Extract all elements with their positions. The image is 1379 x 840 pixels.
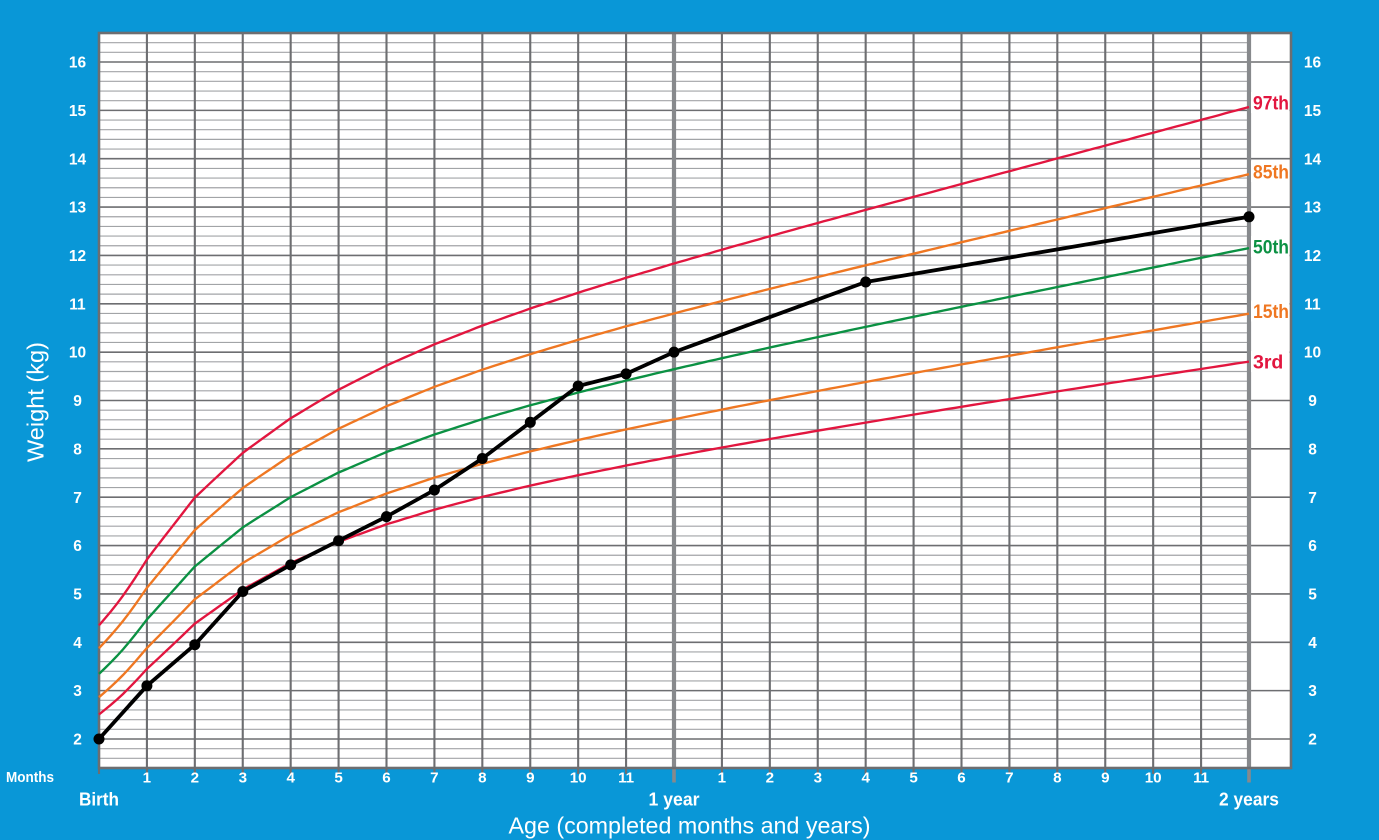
svg-text:9: 9 bbox=[1101, 770, 1109, 787]
svg-text:4: 4 bbox=[286, 770, 295, 787]
svg-text:8: 8 bbox=[478, 770, 486, 787]
svg-text:3: 3 bbox=[73, 683, 82, 700]
svg-text:6: 6 bbox=[73, 538, 82, 555]
svg-text:7: 7 bbox=[430, 770, 438, 787]
svg-text:Age (completed months and year: Age (completed months and years) bbox=[509, 813, 871, 839]
svg-text:8: 8 bbox=[1053, 770, 1061, 787]
svg-text:7: 7 bbox=[1308, 490, 1317, 507]
svg-text:Months: Months bbox=[6, 769, 54, 786]
svg-text:9: 9 bbox=[1308, 393, 1317, 410]
svg-text:1: 1 bbox=[143, 770, 152, 787]
svg-text:4: 4 bbox=[73, 635, 82, 652]
svg-text:10: 10 bbox=[69, 345, 86, 362]
svg-text:15: 15 bbox=[1304, 103, 1322, 120]
svg-text:5: 5 bbox=[73, 587, 82, 604]
svg-text:1: 1 bbox=[718, 770, 727, 787]
svg-text:11: 11 bbox=[618, 770, 635, 787]
svg-text:Birth: Birth bbox=[79, 789, 119, 810]
svg-text:15: 15 bbox=[69, 103, 87, 120]
svg-text:13: 13 bbox=[69, 200, 87, 217]
svg-text:10: 10 bbox=[1304, 345, 1321, 362]
svg-text:3: 3 bbox=[1308, 683, 1317, 700]
svg-text:2: 2 bbox=[73, 732, 82, 749]
svg-text:3rd: 3rd bbox=[1253, 352, 1283, 374]
svg-text:2: 2 bbox=[766, 770, 774, 787]
svg-text:85th: 85th bbox=[1253, 162, 1289, 184]
svg-text:6: 6 bbox=[1308, 538, 1317, 555]
svg-text:50th: 50th bbox=[1253, 237, 1289, 259]
svg-text:Weight (kg): Weight (kg) bbox=[23, 342, 49, 462]
svg-text:14: 14 bbox=[1304, 151, 1322, 168]
svg-text:5: 5 bbox=[334, 770, 343, 787]
svg-text:97th: 97th bbox=[1253, 93, 1289, 115]
svg-text:13: 13 bbox=[1304, 200, 1322, 217]
svg-text:10: 10 bbox=[1145, 770, 1162, 787]
svg-text:10: 10 bbox=[570, 770, 587, 787]
svg-text:3: 3 bbox=[814, 770, 822, 787]
svg-text:6: 6 bbox=[382, 770, 390, 787]
svg-text:16: 16 bbox=[69, 55, 87, 72]
svg-text:16: 16 bbox=[1304, 55, 1322, 72]
svg-text:9: 9 bbox=[526, 770, 534, 787]
svg-text:5: 5 bbox=[1308, 587, 1317, 604]
svg-text:5: 5 bbox=[909, 770, 918, 787]
svg-text:2: 2 bbox=[1308, 732, 1317, 749]
svg-text:15th: 15th bbox=[1253, 301, 1289, 323]
svg-text:2: 2 bbox=[191, 770, 199, 787]
svg-text:1 year: 1 year bbox=[649, 789, 700, 810]
svg-text:12: 12 bbox=[69, 248, 86, 265]
svg-text:4: 4 bbox=[1308, 635, 1317, 652]
svg-text:3: 3 bbox=[239, 770, 247, 787]
svg-text:11: 11 bbox=[1193, 770, 1210, 787]
svg-text:8: 8 bbox=[73, 442, 82, 459]
svg-text:6: 6 bbox=[957, 770, 965, 787]
svg-text:2 years: 2 years bbox=[1219, 789, 1279, 810]
svg-text:4: 4 bbox=[861, 770, 870, 787]
svg-text:7: 7 bbox=[1005, 770, 1013, 787]
svg-text:12: 12 bbox=[1304, 248, 1321, 265]
svg-text:14: 14 bbox=[69, 151, 87, 168]
svg-text:11: 11 bbox=[69, 296, 86, 313]
svg-text:11: 11 bbox=[1304, 296, 1321, 313]
svg-text:7: 7 bbox=[73, 490, 82, 507]
svg-text:9: 9 bbox=[73, 393, 82, 410]
svg-text:8: 8 bbox=[1308, 442, 1317, 459]
